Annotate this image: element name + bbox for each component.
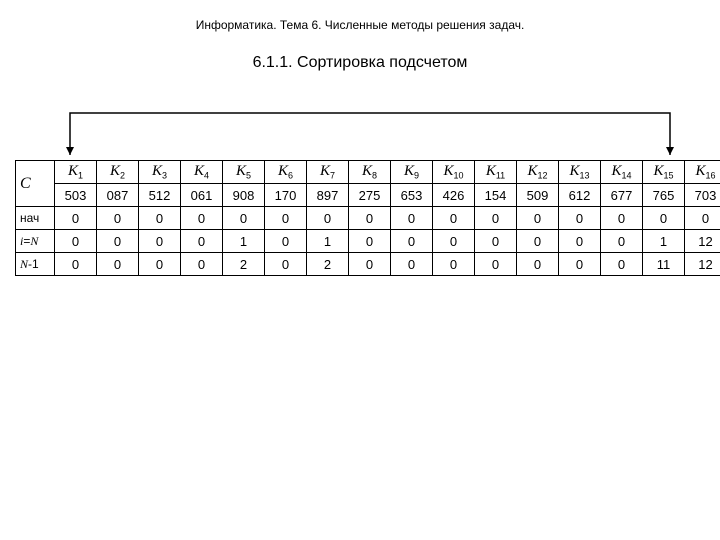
data-cell: 0 — [97, 207, 139, 230]
row-label: i=N — [16, 230, 55, 253]
k-header: K9 — [391, 161, 433, 184]
k-header: K6 — [265, 161, 307, 184]
row-label: нач — [16, 207, 55, 230]
value-cell: 154 — [475, 184, 517, 207]
k-header: K15 — [643, 161, 685, 184]
value-cell: 275 — [349, 184, 391, 207]
data-table: C K1 K2 K3 K4 K5 K6 K7 K8 K9 K10 K11 K12… — [15, 160, 705, 276]
k-header: K8 — [349, 161, 391, 184]
data-cell: 0 — [181, 230, 223, 253]
value-cell: 061 — [181, 184, 223, 207]
value-cell: 087 — [97, 184, 139, 207]
k-header: K7 — [307, 161, 349, 184]
arrow-bracket — [60, 105, 680, 160]
data-cell: 1 — [307, 230, 349, 253]
data-cell: 0 — [475, 207, 517, 230]
data-cell: 2 — [307, 253, 349, 276]
data-cell: 0 — [391, 253, 433, 276]
value-cell: 908 — [223, 184, 265, 207]
value-cell: 426 — [433, 184, 475, 207]
values-row: 503 087 512 061 908 170 897 275 653 426 … — [16, 184, 720, 207]
value-cell: 512 — [139, 184, 181, 207]
k-header: K16 — [685, 161, 720, 184]
k-header: K11 — [475, 161, 517, 184]
k-header: K5 — [223, 161, 265, 184]
data-cell: 0 — [643, 207, 685, 230]
data-cell: 1 — [223, 230, 265, 253]
table-row: i=N 0 0 0 0 1 0 1 0 0 0 0 0 0 0 1 12 — [16, 230, 720, 253]
row-label: N-1 — [16, 253, 55, 276]
data-cell: 0 — [475, 253, 517, 276]
data-cell: 0 — [265, 230, 307, 253]
page-header: Информатика. Тема 6. Численные методы ре… — [0, 0, 720, 32]
data-cell: 0 — [349, 207, 391, 230]
data-cell: 0 — [559, 230, 601, 253]
k-header: K12 — [517, 161, 559, 184]
data-cell: 2 — [223, 253, 265, 276]
value-cell: 703 — [685, 184, 720, 207]
data-cell: 0 — [139, 207, 181, 230]
data-cell: 1 — [643, 230, 685, 253]
data-cell: 0 — [265, 253, 307, 276]
data-cell: 11 — [643, 253, 685, 276]
c-label-cell: C — [16, 161, 55, 207]
data-cell: 0 — [601, 253, 643, 276]
data-cell: 0 — [181, 253, 223, 276]
data-cell: 0 — [517, 253, 559, 276]
page: Информатика. Тема 6. Численные методы ре… — [0, 0, 720, 540]
data-cell: 0 — [349, 230, 391, 253]
value-cell: 897 — [307, 184, 349, 207]
data-cell: 12 — [685, 230, 720, 253]
data-cell: 0 — [391, 230, 433, 253]
data-cell: 0 — [559, 253, 601, 276]
data-cell: 0 — [55, 230, 97, 253]
value-cell: 612 — [559, 184, 601, 207]
data-cell: 0 — [475, 230, 517, 253]
data-cell: 0 — [433, 230, 475, 253]
value-cell: 509 — [517, 184, 559, 207]
data-cell: 0 — [685, 207, 720, 230]
k-header: K1 — [55, 161, 97, 184]
data-cell: 0 — [55, 207, 97, 230]
header-row-k: C K1 K2 K3 K4 K5 K6 K7 K8 K9 K10 K11 K12… — [16, 161, 720, 184]
data-cell: 0 — [223, 207, 265, 230]
data-cell: 0 — [433, 207, 475, 230]
value-cell: 503 — [55, 184, 97, 207]
data-cell: 0 — [265, 207, 307, 230]
value-cell: 653 — [391, 184, 433, 207]
data-cell: 0 — [55, 253, 97, 276]
data-cell: 0 — [97, 230, 139, 253]
value-cell: 765 — [643, 184, 685, 207]
data-cell: 0 — [391, 207, 433, 230]
value-cell: 677 — [601, 184, 643, 207]
data-cell: 0 — [517, 230, 559, 253]
table-row: N-1 0 0 0 0 2 0 2 0 0 0 0 0 0 0 11 12 — [16, 253, 720, 276]
data-cell: 0 — [139, 230, 181, 253]
k-header: K2 — [97, 161, 139, 184]
data-cell: 0 — [559, 207, 601, 230]
k-header: K14 — [601, 161, 643, 184]
value-cell: 170 — [265, 184, 307, 207]
data-cell: 0 — [601, 207, 643, 230]
data-cell: 0 — [433, 253, 475, 276]
k-header: K3 — [139, 161, 181, 184]
data-cell: 0 — [517, 207, 559, 230]
k-header: K13 — [559, 161, 601, 184]
table-row: нач 0 0 0 0 0 0 0 0 0 0 0 0 0 0 0 0 — [16, 207, 720, 230]
data-cell: 0 — [307, 207, 349, 230]
k-header: K4 — [181, 161, 223, 184]
data-cell: 0 — [349, 253, 391, 276]
page-title: 6.1.1. Сортировка подсчетом — [0, 54, 720, 72]
data-cell: 0 — [139, 253, 181, 276]
data-cell: 0 — [601, 230, 643, 253]
data-cell: 12 — [685, 253, 720, 276]
data-cell: 0 — [97, 253, 139, 276]
data-cell: 0 — [181, 207, 223, 230]
k-header: K10 — [433, 161, 475, 184]
